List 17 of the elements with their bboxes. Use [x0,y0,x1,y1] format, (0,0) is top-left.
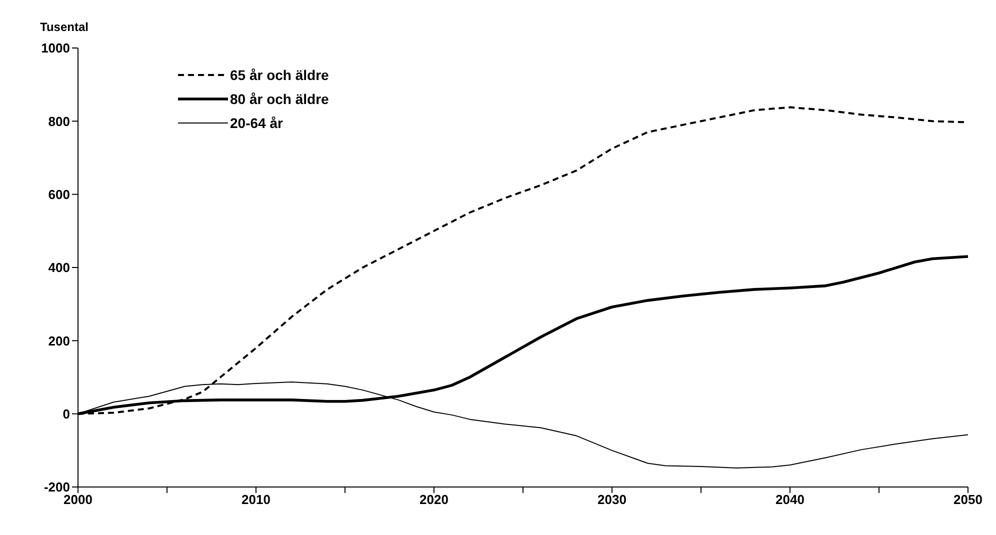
x-tick-label: 2010 [242,492,270,508]
legend-label: 65 år och äldre [230,67,329,83]
legend-label: 80 år och äldre [230,91,329,107]
legend-label: 20-64 år [230,115,283,131]
y-tick-label: 400 [48,260,70,276]
y-tick-label: 1000 [41,40,70,56]
y-tick-label: 800 [48,114,70,129]
y-tick-label: 0 [62,406,70,422]
x-tick-label: 2020 [420,492,448,508]
y-tick-label: -200 [44,480,70,495]
x-tick-label: 2000 [64,492,92,508]
x-tick-label: 2030 [598,492,626,508]
x-tick-label: 2050 [954,492,982,508]
y-tick-label: 600 [48,186,70,202]
y-tick-label: 200 [48,333,70,348]
y-axis-title: Tusental [40,20,88,34]
x-tick-label: 2040 [776,492,804,508]
